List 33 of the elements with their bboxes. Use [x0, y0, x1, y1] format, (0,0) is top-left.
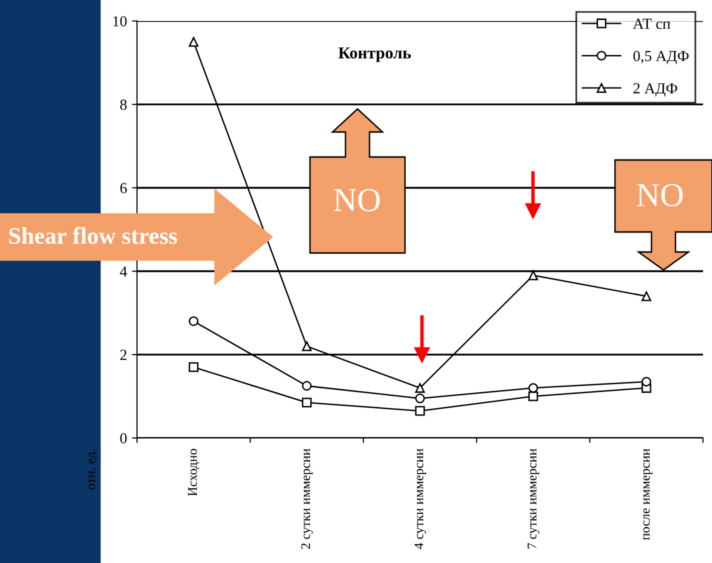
- x-tick-label: Исходно: [188, 448, 200, 496]
- annotation: Shear flow stress: [9, 227, 178, 244]
- point: [642, 291, 652, 302]
- annotation: NO: [636, 184, 683, 206]
- x-tick-label: 2 сутки иммерсии: [301, 448, 313, 549]
- point: [302, 341, 312, 352]
- point: [415, 406, 425, 416]
- y-tick-label: 10: [113, 16, 127, 26]
- x-tick-label: после иммерсии: [643, 448, 652, 540]
- x-tick-label: 7 сутки иммерсии: [528, 448, 540, 548]
- legend-label: 0,5 АДФ: [633, 50, 689, 64]
- point: [642, 376, 652, 387]
- y-tick-label: 8: [120, 100, 127, 110]
- point: [528, 270, 538, 280]
- point: [188, 362, 198, 372]
- point: [302, 381, 312, 391]
- y-axis-title: отн. ед.: [88, 449, 98, 490]
- point: [415, 394, 425, 404]
- point: [302, 398, 312, 408]
- legend-label: АТ сп: [632, 18, 670, 29]
- point: [188, 316, 198, 326]
- point: [528, 391, 538, 402]
- x-tick-label: 4 сутки иммерсии: [414, 448, 426, 550]
- point: [188, 36, 198, 47]
- point: [528, 383, 538, 393]
- y-tick-label: 0: [120, 433, 127, 444]
- y-tick-label: 4: [120, 266, 128, 276]
- y-tick-label: 6: [120, 182, 127, 194]
- point: [415, 383, 425, 393]
- text: Контроль: [338, 47, 411, 62]
- y-tick-label: 2: [120, 350, 126, 360]
- annotation: NO: [334, 188, 380, 212]
- legend-label: 2 АДФ: [633, 83, 678, 97]
